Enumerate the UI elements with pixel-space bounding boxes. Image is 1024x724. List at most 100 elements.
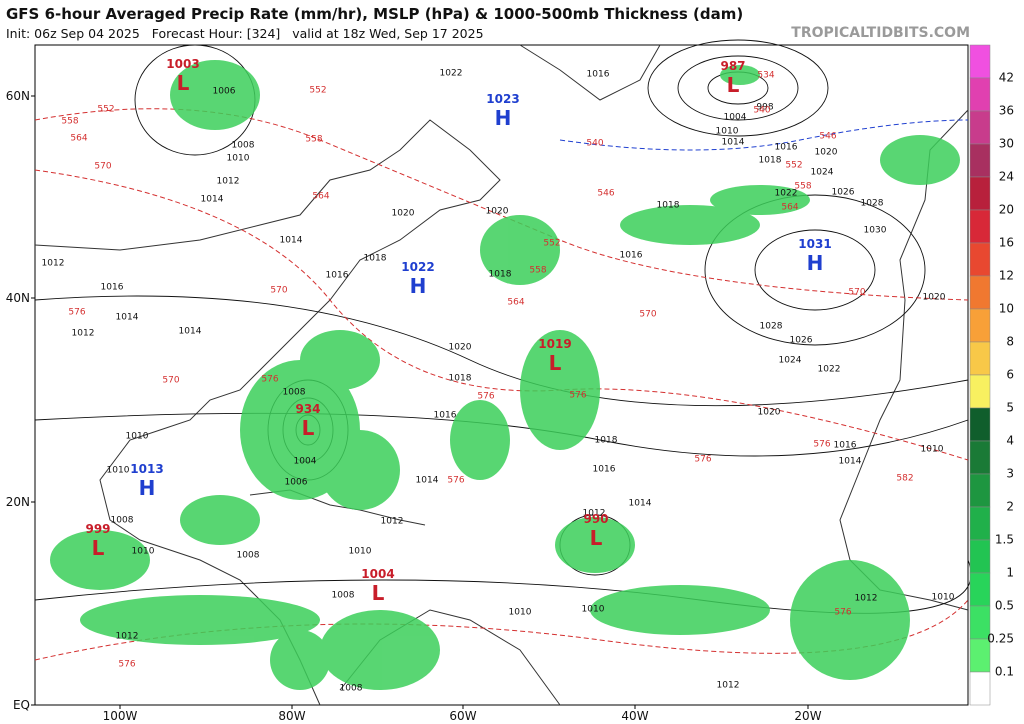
thickness-label: 570 bbox=[162, 376, 179, 386]
precip-area bbox=[480, 215, 560, 285]
lat-label: 20N bbox=[6, 495, 30, 509]
precip-area bbox=[620, 205, 760, 245]
thickness-label: 576 bbox=[813, 440, 830, 450]
isobar-label: 1010 bbox=[509, 608, 532, 618]
isobar-label: 1014 bbox=[839, 457, 862, 467]
isobar-label: 1012 bbox=[583, 509, 606, 519]
thickness-label: 564 bbox=[781, 203, 798, 213]
colorbar-label: 0.1 bbox=[995, 665, 1014, 679]
colorbar-cell bbox=[969, 110, 991, 145]
isobar-label: 1008 bbox=[332, 591, 355, 601]
lon-label: 60W bbox=[449, 709, 476, 723]
isobar-label: 1020 bbox=[486, 207, 509, 217]
precip-area bbox=[555, 517, 635, 573]
thickness-label: 564 bbox=[507, 298, 524, 308]
isobar-label: 1008 bbox=[283, 388, 306, 398]
colorbar-label: 2 bbox=[1006, 500, 1014, 514]
thickness-label: 534 bbox=[757, 71, 774, 81]
center-letter: L bbox=[549, 351, 562, 375]
isobar-label: 1018 bbox=[595, 436, 618, 446]
isobar-label: 1008 bbox=[237, 551, 260, 561]
colorbar-cell bbox=[969, 242, 991, 277]
isobar-label: 1012 bbox=[116, 632, 139, 642]
axes: 60N 40N 20N EQ 100W 80W 60W 40W 20W bbox=[6, 89, 822, 723]
colorbar-label: 36 bbox=[999, 104, 1014, 118]
center-letter: L bbox=[372, 581, 385, 605]
lat-label: 60N bbox=[6, 89, 30, 103]
isobar-label: 1014 bbox=[179, 327, 202, 337]
center-letter: L bbox=[302, 416, 315, 440]
thickness-label: 540 bbox=[753, 106, 770, 116]
center-letter: L bbox=[92, 536, 105, 560]
precip-area bbox=[880, 135, 960, 185]
thickness-label: 576 bbox=[477, 392, 494, 402]
thickness-label: 552 bbox=[543, 239, 560, 249]
colorbar-cell bbox=[969, 176, 991, 211]
colorbar-label: 1.5 bbox=[995, 533, 1014, 547]
thickness-label: 558 bbox=[61, 117, 78, 127]
isobar-label: 1010 bbox=[921, 445, 944, 455]
center-value: 1004 bbox=[361, 567, 394, 581]
colorbar-cell bbox=[969, 473, 991, 508]
colorbar-cell bbox=[969, 440, 991, 475]
precip-area bbox=[180, 495, 260, 545]
isobar-label: 1024 bbox=[779, 356, 802, 366]
colorbar-label: 12 bbox=[999, 269, 1014, 283]
colorbar-label: 16 bbox=[999, 236, 1014, 250]
center-letter: L bbox=[727, 73, 740, 97]
precip-area bbox=[300, 330, 380, 390]
isobar-label: 1028 bbox=[861, 199, 884, 209]
isobar-label: 1014 bbox=[201, 195, 224, 205]
precip-area bbox=[50, 530, 150, 590]
thickness-label: 576 bbox=[569, 391, 586, 401]
precipitation bbox=[50, 60, 960, 690]
isobar-label: 1014 bbox=[629, 499, 652, 509]
isobar-label: 1010 bbox=[132, 547, 155, 557]
colorbar-cell bbox=[969, 506, 991, 541]
isobar-label: 1018 bbox=[489, 270, 512, 280]
isobar-label: 1026 bbox=[832, 188, 855, 198]
isobar-label: 1010 bbox=[126, 432, 149, 442]
center-letter: L bbox=[177, 71, 190, 95]
lon-label: 40W bbox=[621, 709, 648, 723]
colorbar-label: 24 bbox=[999, 170, 1014, 184]
colorbar-label: 0.25 bbox=[987, 632, 1014, 646]
center-letter: L bbox=[590, 526, 603, 550]
colorbar-cell bbox=[969, 143, 991, 178]
thickness-label: 558 bbox=[794, 182, 811, 192]
isobar-label: 1018 bbox=[759, 156, 782, 166]
thickness-line bbox=[34, 169, 969, 461]
isobar-label: 1018 bbox=[449, 374, 472, 384]
center-value: 987 bbox=[720, 59, 745, 73]
lon-label: 20W bbox=[794, 709, 821, 723]
isobar-label: 1006 bbox=[285, 478, 308, 488]
isobar-label: 1022 bbox=[818, 365, 841, 375]
lat-label: EQ bbox=[13, 698, 30, 712]
colorbar-label: 6 bbox=[1006, 368, 1014, 382]
center-value: 1031 bbox=[798, 237, 831, 251]
isobar-label: 1010 bbox=[349, 547, 372, 557]
thickness-label: 576 bbox=[447, 476, 464, 486]
isobar-label: 1014 bbox=[722, 138, 745, 148]
isobar-label: 1028 bbox=[760, 322, 783, 332]
precip-area bbox=[450, 400, 510, 480]
thickness-label: 552 bbox=[97, 105, 114, 115]
thickness-label: 564 bbox=[312, 192, 329, 202]
thickness-label: 546 bbox=[819, 132, 836, 142]
isobar-label: 1010 bbox=[932, 593, 955, 603]
colorbar: 42 36 30 24 20 16 12 10 8 6 5 4 3 2 1.5 1 0.5 0.25 0.1 bbox=[969, 44, 1014, 706]
colorbar-label: 10 bbox=[999, 302, 1014, 316]
isobar-label: 1030 bbox=[864, 226, 887, 236]
lon-label: 100W bbox=[103, 709, 138, 723]
precip-area bbox=[80, 595, 320, 645]
isobar-label: 1012 bbox=[72, 329, 95, 339]
colorbar-cell bbox=[969, 209, 991, 244]
isobar-label: 998 bbox=[756, 103, 773, 113]
thickness-label: 552 bbox=[309, 86, 326, 96]
isobar-label: 1016 bbox=[775, 143, 798, 153]
colorbar-cell bbox=[969, 341, 991, 376]
pressure-centers: 1003L987L1023H1031H1022H1019L934L1013H99… bbox=[85, 57, 831, 605]
colorbar-label: 1 bbox=[1006, 566, 1014, 580]
